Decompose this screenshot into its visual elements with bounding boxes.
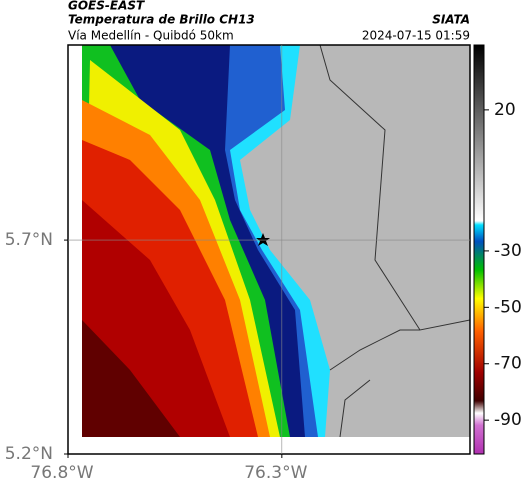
source: SIATA <box>432 13 470 27</box>
subtitle: Temperatura de Brillo CH13 <box>68 13 255 27</box>
y-tick-label: 5.2°N <box>5 444 53 464</box>
datetime: 2024-07-15 01:59 <box>362 29 470 43</box>
title: GOES-EAST <box>68 0 145 13</box>
y-tick-label: 5.7°N <box>5 230 53 250</box>
x-tick-label: 76.3°W <box>244 463 307 483</box>
colorbar-tick-label: -50 <box>494 297 522 317</box>
colorbar-tick-label: -30 <box>494 241 522 261</box>
location: Vía Medellín - Quibdó 50km <box>68 29 234 43</box>
map-frame <box>67 44 471 455</box>
location-marker <box>256 233 270 246</box>
colorbar <box>473 44 485 455</box>
satellite-image <box>82 45 470 437</box>
colorbar-tick-label: -70 <box>494 354 522 374</box>
colorbar-tick-label: 20 <box>494 100 516 120</box>
colorbar-tick-label: -90 <box>494 410 522 430</box>
x-tick-label: 76.8°W <box>30 463 93 483</box>
